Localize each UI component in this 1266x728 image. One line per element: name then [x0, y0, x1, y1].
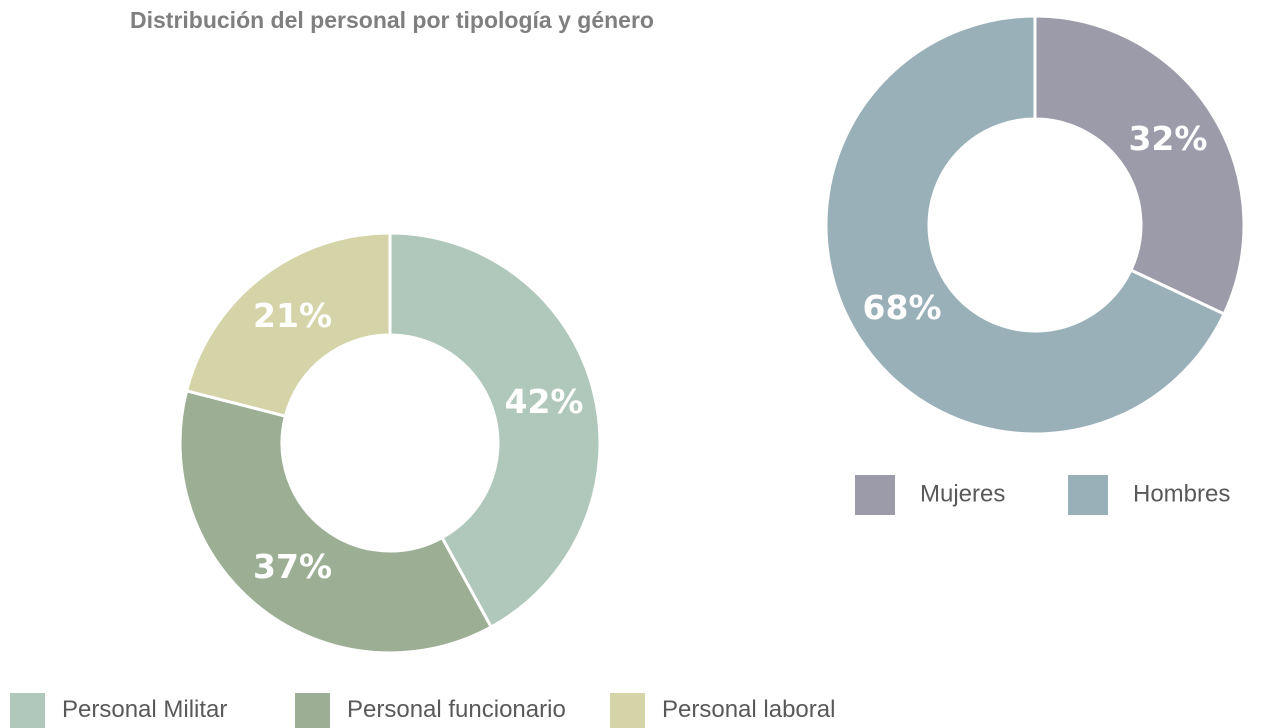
- donut-slice: [1033, 14, 1246, 316]
- legend-swatch: [10, 693, 45, 728]
- legend-swatch: [1068, 475, 1108, 515]
- legend-label: Personal Militar: [62, 696, 227, 723]
- legend-label: Personal funcionario: [347, 696, 566, 723]
- value-label: 37%: [253, 547, 332, 586]
- value-label: 32%: [1128, 119, 1207, 158]
- legend-swatch: [610, 693, 645, 728]
- donut-slice: [388, 231, 602, 630]
- donut-slice: [824, 14, 1227, 436]
- legend-label: Personal laboral: [662, 696, 835, 723]
- donut-slice: [184, 231, 392, 418]
- legend-label: Hombres: [1133, 480, 1230, 507]
- legend-label: Mujeres: [920, 480, 1005, 507]
- title: Distribución del personal por tipología …: [130, 7, 654, 33]
- legend-swatch: [295, 693, 330, 728]
- value-label: 68%: [863, 288, 942, 327]
- value-label: 21%: [253, 296, 332, 335]
- legend-swatch: [855, 475, 895, 515]
- donut-slice: [178, 388, 494, 655]
- value-label: 42%: [505, 382, 584, 421]
